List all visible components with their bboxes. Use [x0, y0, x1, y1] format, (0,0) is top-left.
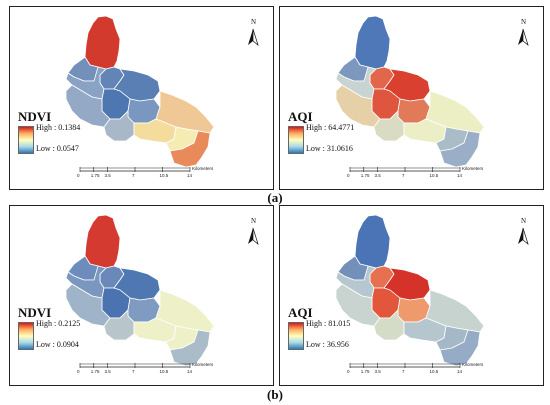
legend-color-ramp: [288, 126, 304, 154]
north-arrow-icon: [248, 28, 259, 46]
region-s2: [169, 329, 211, 367]
legend-title: AQI: [288, 109, 313, 124]
scale-tick-label: 3.5: [374, 173, 381, 178]
scale-tick-label: 0: [347, 369, 350, 374]
scale-unit-label: Kilometers: [462, 166, 484, 171]
scale-tick-label: 10.5: [159, 369, 169, 374]
region-north: [84, 214, 121, 269]
legend-low-label: Low : 36.956: [306, 340, 349, 349]
scale-unit-label: Kilometers: [192, 166, 214, 171]
region-s2: [439, 329, 481, 367]
region-north: [84, 15, 121, 70]
region-s2: [169, 130, 211, 168]
scale-tick-label: 3.5: [104, 173, 111, 178]
scale-tick-label: 10.5: [159, 173, 169, 178]
scale-tick-label: 3.5: [374, 369, 381, 374]
scale-bar: [349, 167, 461, 172]
north-label: N: [521, 217, 527, 225]
scale-tick-label: 10.5: [429, 369, 439, 374]
map-panel-ndvi-a: NDVI High : 0.1384 Low : 0.0547 N 0 1.75 3.5 7 1…: [9, 6, 274, 190]
scale-tick-label: 0: [347, 173, 350, 178]
scale-tick-label: 1.75: [360, 369, 370, 374]
map-svg: [335, 214, 529, 368]
legend-low-label: Low : 0.0547: [36, 144, 79, 153]
legend-color-ramp: [288, 322, 304, 350]
scale-tick-label: 7: [402, 369, 405, 374]
region-s2: [439, 130, 481, 168]
scale-tick-label: 14: [187, 369, 193, 374]
scale-tick-label: 3.5: [104, 369, 111, 374]
scale-tick-label: 0: [77, 369, 80, 374]
legend-high-label: High : 64.4771: [306, 123, 355, 132]
map-panel-aqi-b: AQI High : 81.015 Low : 36.956 N 0 1.75 3.5 7 10…: [279, 205, 544, 386]
map-svg: [65, 15, 259, 172]
region-north: [354, 214, 391, 269]
map-svg: [65, 214, 259, 368]
region-north: [354, 15, 391, 70]
scale-tick-label: 7: [402, 173, 405, 178]
legend-color-ramp: [18, 126, 34, 154]
scale-tick-label: 14: [187, 173, 193, 178]
caption-b: (b): [267, 387, 283, 402]
scale-tick-label: 7: [132, 369, 135, 374]
scale-unit-label: Kilometers: [462, 362, 484, 367]
scale-bar: [79, 363, 191, 368]
north-label: N: [521, 18, 527, 26]
north-label: N: [251, 217, 257, 225]
legend-high-label: High : 81.015: [306, 319, 351, 328]
scale-tick-label: 0: [77, 173, 80, 178]
scale-tick-label: 1.75: [360, 173, 370, 178]
scale-tick-label: 14: [457, 173, 463, 178]
map-panel-ndvi-b: NDVI High : 0.2125 Low : 0.0904 N 0 1.75 3.5 7 1…: [9, 205, 274, 386]
scale-tick-label: 10.5: [429, 173, 439, 178]
legend-low-label: Low : 0.0904: [36, 340, 79, 349]
north-label: N: [251, 18, 257, 26]
north-arrow-icon: [518, 28, 529, 46]
scale-bar: [79, 167, 191, 172]
scale-tick-label: 1.75: [90, 173, 100, 178]
legend-title: AQI: [288, 305, 313, 320]
legend-title: NDVI: [18, 305, 52, 320]
north-arrow-icon: [518, 227, 529, 245]
north-arrow-icon: [248, 227, 259, 245]
scale-tick-label: 1.75: [90, 369, 100, 374]
map-panel-aqi-a: AQI High : 64.4771 Low : 31.0616 N 0 1.75 3.5 7…: [279, 6, 544, 190]
legend-title: NDVI: [18, 109, 52, 124]
legend-color-ramp: [18, 322, 34, 350]
legend-low-label: Low : 31.0616: [306, 144, 353, 153]
scale-bar: [349, 363, 461, 368]
scale-tick-label: 14: [457, 369, 463, 374]
map-svg: [335, 15, 529, 172]
scale-unit-label: Kilometers: [192, 362, 214, 367]
legend-high-label: High : 0.1384: [36, 123, 81, 132]
caption-a: (a): [267, 190, 283, 205]
scale-tick-label: 7: [132, 173, 135, 178]
legend-high-label: High : 0.2125: [36, 319, 81, 328]
